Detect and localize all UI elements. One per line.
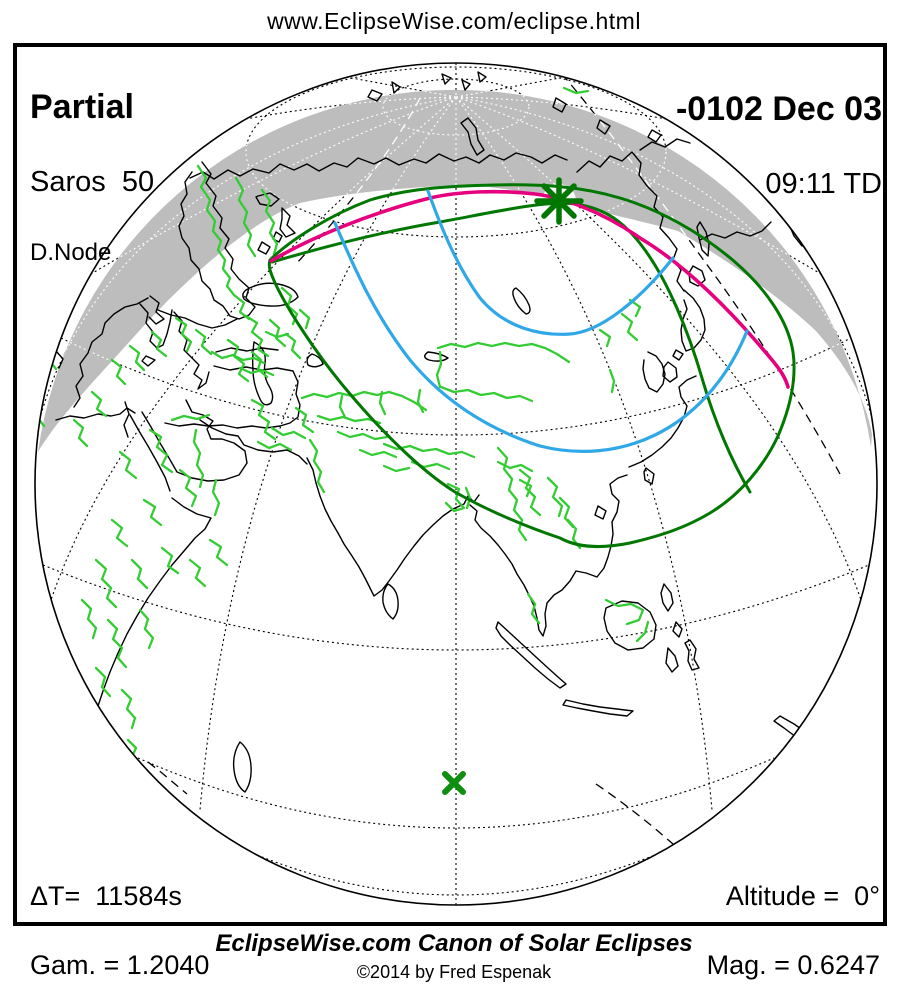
time-label: 09:11 TD — [765, 167, 882, 200]
copyright-text: ©2014 by Fred Espenak — [356, 962, 552, 982]
eclipse-type-label: Partial — [30, 87, 134, 126]
delta-t-label: ΔT= 11584s — [30, 880, 182, 911]
saros-label: Saros 50 — [30, 165, 155, 198]
site-url-text: www.EclipseWise.com/eclipse.html — [267, 8, 641, 34]
eclipse-info-bottom-left: ΔT= 11584s Gam. = 1.2040 — [30, 848, 209, 1004]
canon-caption: EclipseWise.com Canon of Solar Eclipses — [215, 930, 693, 957]
date-label: -0102 Dec 03 — [675, 89, 882, 128]
node-label: D.Node — [30, 238, 112, 266]
eclipse-info-bottom-right: Altitude = 0° Mag. = 0.6247 — [707, 848, 880, 1004]
altitude-label: Altitude = 0° — [725, 880, 880, 911]
magnitude-label: Mag. = 0.6247 — [706, 949, 880, 980]
gamma-label: Gam. = 1.2040 — [30, 949, 210, 980]
eclipse-info-top-left: Partial Saros 50 D.Node — [30, 56, 154, 299]
eclipse-info-top-right: -0102 Dec 03 09:11 TD — [676, 58, 882, 233]
